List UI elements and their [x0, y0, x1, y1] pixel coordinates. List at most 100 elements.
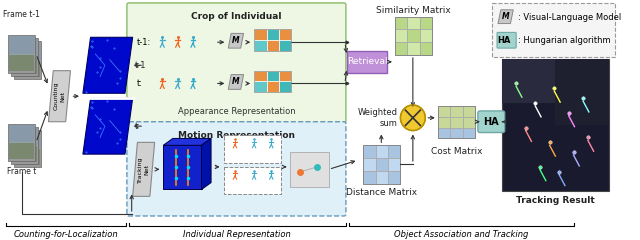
Bar: [420, 30, 432, 42]
FancyBboxPatch shape: [347, 51, 387, 73]
Text: Motion Representation: Motion Representation: [178, 131, 295, 140]
Circle shape: [401, 105, 426, 131]
Text: HA: HA: [497, 36, 511, 45]
Bar: [420, 42, 432, 55]
Bar: [266, 40, 279, 51]
Text: Crop of Individual: Crop of Individual: [191, 12, 282, 21]
Text: t-1:: t-1:: [136, 38, 150, 47]
Bar: [363, 158, 376, 171]
Text: Weighted
sum: Weighted sum: [358, 108, 397, 127]
Bar: [407, 30, 420, 42]
Bar: [407, 42, 420, 55]
FancyBboxPatch shape: [12, 145, 37, 162]
Bar: [163, 145, 202, 189]
Bar: [254, 40, 266, 51]
Text: Cost Matrix: Cost Matrix: [431, 147, 483, 156]
Text: t-1: t-1: [134, 61, 146, 70]
Text: Object Association and Tracking: Object Association and Tracking: [394, 230, 529, 239]
FancyBboxPatch shape: [15, 42, 40, 60]
Text: Tracking
Net: Tracking Net: [138, 156, 149, 183]
Bar: [279, 40, 291, 51]
FancyBboxPatch shape: [14, 41, 41, 78]
FancyBboxPatch shape: [223, 167, 281, 194]
Text: Counting
Net: Counting Net: [54, 82, 65, 110]
Bar: [438, 128, 450, 138]
Bar: [463, 117, 475, 128]
Polygon shape: [228, 33, 244, 48]
Bar: [266, 30, 279, 40]
FancyBboxPatch shape: [11, 38, 38, 76]
Bar: [438, 117, 450, 128]
Text: Individual Representation: Individual Representation: [184, 230, 291, 239]
FancyBboxPatch shape: [12, 128, 37, 145]
Bar: [279, 71, 291, 82]
Text: Frame t: Frame t: [7, 167, 36, 176]
Bar: [388, 145, 401, 158]
Bar: [420, 17, 432, 30]
FancyBboxPatch shape: [11, 127, 38, 164]
Bar: [463, 128, 475, 138]
Bar: [376, 145, 388, 158]
Text: t: t: [134, 122, 138, 131]
FancyBboxPatch shape: [12, 57, 37, 74]
Polygon shape: [228, 75, 244, 89]
FancyBboxPatch shape: [8, 124, 35, 161]
Text: M: M: [502, 12, 509, 21]
Polygon shape: [83, 98, 132, 154]
FancyBboxPatch shape: [15, 131, 40, 148]
Text: Frame t-1: Frame t-1: [3, 10, 40, 19]
Bar: [395, 17, 407, 30]
Text: Similarity Matrix: Similarity Matrix: [376, 6, 451, 15]
Bar: [279, 30, 291, 40]
FancyBboxPatch shape: [502, 59, 556, 103]
FancyBboxPatch shape: [127, 3, 346, 123]
Text: Retrieval: Retrieval: [347, 57, 387, 66]
FancyBboxPatch shape: [14, 130, 41, 167]
Polygon shape: [49, 71, 70, 122]
Bar: [388, 158, 401, 171]
Text: : Hungarian algorithm: : Hungarian algorithm: [518, 36, 611, 45]
FancyBboxPatch shape: [223, 136, 281, 163]
Text: M: M: [232, 36, 240, 45]
FancyBboxPatch shape: [492, 3, 614, 57]
Bar: [450, 117, 463, 128]
Text: Tracking Result: Tracking Result: [516, 196, 595, 205]
FancyBboxPatch shape: [497, 32, 516, 48]
Polygon shape: [163, 138, 211, 145]
FancyBboxPatch shape: [478, 111, 505, 132]
FancyBboxPatch shape: [556, 59, 609, 125]
Bar: [254, 82, 266, 92]
Polygon shape: [202, 138, 211, 189]
Bar: [376, 171, 388, 184]
FancyBboxPatch shape: [127, 122, 346, 216]
Bar: [266, 82, 279, 92]
Polygon shape: [83, 37, 132, 93]
Text: HA: HA: [483, 117, 499, 127]
Polygon shape: [498, 10, 513, 24]
Bar: [254, 30, 266, 40]
Text: : Visual-Language Model: : Visual-Language Model: [518, 13, 621, 22]
Bar: [363, 171, 376, 184]
Polygon shape: [132, 142, 155, 196]
Text: Appearance Representation: Appearance Representation: [177, 107, 295, 116]
Bar: [363, 145, 376, 158]
Bar: [395, 42, 407, 55]
Bar: [388, 171, 401, 184]
Bar: [266, 71, 279, 82]
Text: Counting-for-Localization: Counting-for-Localization: [14, 230, 118, 239]
Text: M: M: [232, 78, 240, 86]
FancyBboxPatch shape: [15, 148, 40, 165]
Bar: [438, 106, 450, 117]
FancyBboxPatch shape: [15, 60, 40, 77]
Bar: [376, 158, 388, 171]
FancyBboxPatch shape: [502, 59, 609, 192]
Bar: [463, 106, 475, 117]
Text: t:: t:: [136, 79, 143, 88]
FancyBboxPatch shape: [9, 142, 34, 159]
FancyBboxPatch shape: [9, 36, 34, 54]
FancyBboxPatch shape: [8, 35, 35, 73]
FancyBboxPatch shape: [291, 152, 329, 186]
Bar: [254, 71, 266, 82]
Text: Distance Matrix: Distance Matrix: [346, 187, 417, 197]
Bar: [395, 30, 407, 42]
